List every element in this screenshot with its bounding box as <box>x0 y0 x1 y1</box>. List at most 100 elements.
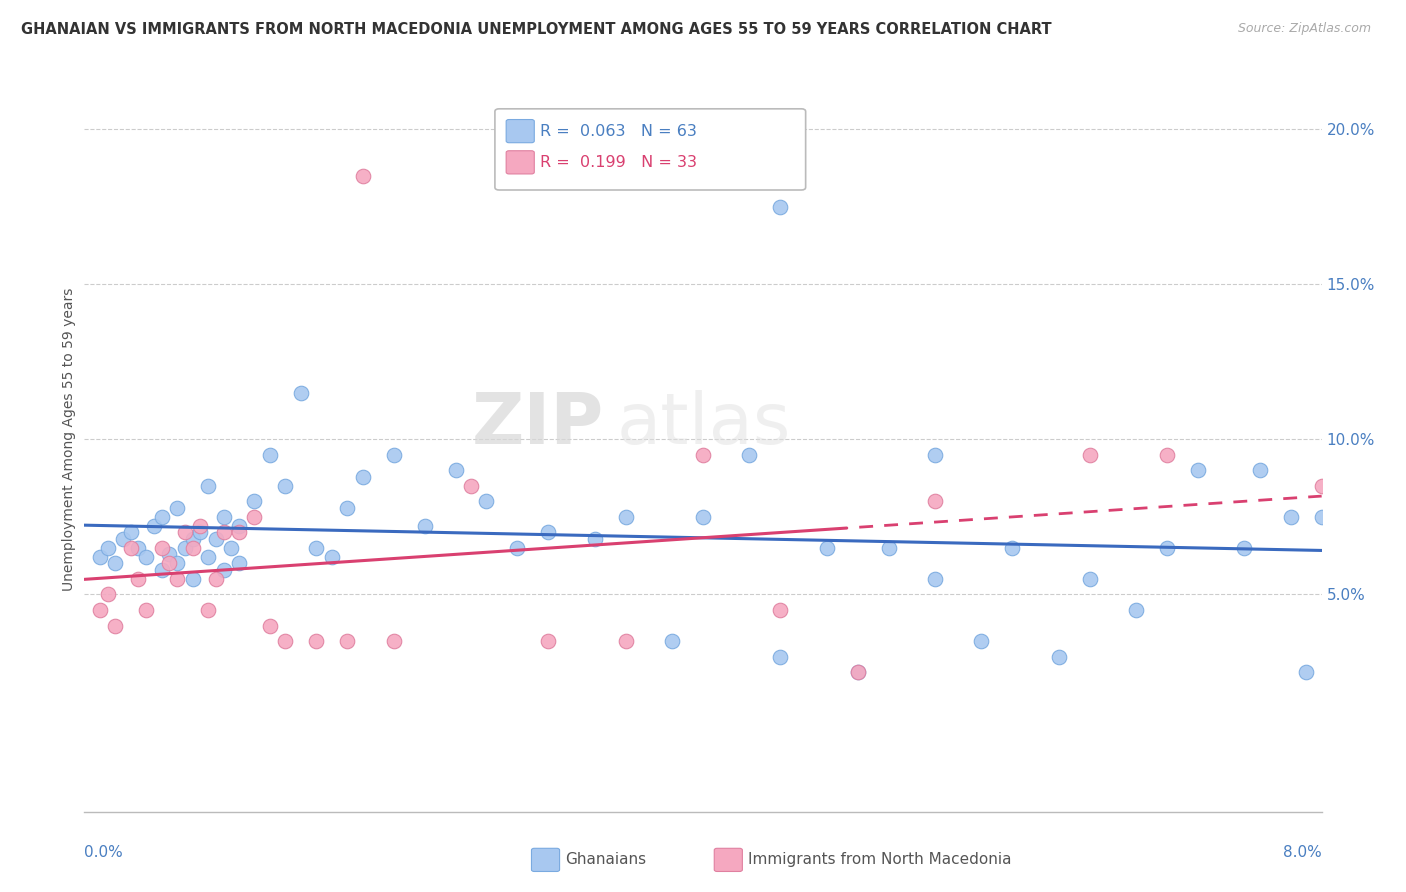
Point <box>104 618 127 632</box>
Point <box>382 634 405 648</box>
Text: 0.0%: 0.0% <box>84 846 124 860</box>
Point <box>228 557 250 571</box>
Point <box>104 557 127 571</box>
Point <box>197 550 219 565</box>
Point <box>924 448 946 462</box>
Point <box>166 557 188 571</box>
Point <box>321 550 343 565</box>
Point <box>413 519 436 533</box>
Point <box>1001 541 1024 555</box>
Point <box>89 550 111 565</box>
Point <box>112 532 135 546</box>
Point <box>460 479 482 493</box>
Point <box>274 634 297 648</box>
Point <box>188 525 212 540</box>
Point <box>1047 649 1070 664</box>
Point <box>1156 448 1178 462</box>
Point <box>1279 509 1302 524</box>
Point <box>537 525 560 540</box>
Point <box>1249 463 1271 477</box>
Text: Ghanaians: Ghanaians <box>565 853 647 867</box>
Point <box>815 541 838 555</box>
Point <box>305 541 328 555</box>
Point <box>1187 463 1209 477</box>
Point <box>259 448 281 462</box>
Point <box>305 634 328 648</box>
Point <box>769 200 792 214</box>
Point <box>877 541 900 555</box>
Point <box>96 541 118 555</box>
Point <box>970 634 993 648</box>
Text: Immigrants from North Macedonia: Immigrants from North Macedonia <box>748 853 1011 867</box>
Point <box>159 547 180 561</box>
Text: GHANAIAN VS IMMIGRANTS FROM NORTH MACEDONIA UNEMPLOYMENT AMONG AGES 55 TO 59 YEA: GHANAIAN VS IMMIGRANTS FROM NORTH MACEDO… <box>21 22 1052 37</box>
Point <box>1125 603 1147 617</box>
Point <box>150 541 173 555</box>
Point <box>661 634 683 648</box>
Point <box>89 603 111 617</box>
Point <box>212 563 235 577</box>
Text: R =  0.199   N = 33: R = 0.199 N = 33 <box>540 155 697 169</box>
Point <box>205 572 228 586</box>
Point <box>228 525 250 540</box>
Point <box>1156 541 1178 555</box>
Point <box>846 665 869 679</box>
Point <box>583 532 606 546</box>
Text: 8.0%: 8.0% <box>1282 846 1322 860</box>
Point <box>135 603 157 617</box>
Point <box>506 541 529 555</box>
Point <box>205 532 228 546</box>
Text: ZIP: ZIP <box>472 390 605 458</box>
Text: Source: ZipAtlas.com: Source: ZipAtlas.com <box>1237 22 1371 36</box>
Point <box>212 509 235 524</box>
Point <box>197 603 219 617</box>
Point <box>166 500 188 515</box>
Point <box>614 509 637 524</box>
Point <box>243 494 266 508</box>
Point <box>197 479 219 493</box>
Point <box>692 509 714 524</box>
Point <box>159 557 180 571</box>
Point <box>738 448 761 462</box>
Point <box>135 550 157 565</box>
Point <box>1310 479 1333 493</box>
Point <box>537 634 560 648</box>
Point <box>143 519 166 533</box>
Y-axis label: Unemployment Among Ages 55 to 59 years: Unemployment Among Ages 55 to 59 years <box>62 287 76 591</box>
Text: R =  0.063   N = 63: R = 0.063 N = 63 <box>540 124 697 138</box>
Point <box>475 494 498 508</box>
Point <box>243 509 266 524</box>
Point <box>352 169 374 183</box>
Point <box>166 572 188 586</box>
Point <box>188 519 212 533</box>
Point <box>444 463 467 477</box>
Point <box>1078 448 1101 462</box>
Point <box>181 572 204 586</box>
Point <box>769 649 792 664</box>
Point <box>692 448 714 462</box>
Point <box>181 541 204 555</box>
Point <box>120 541 142 555</box>
Point <box>96 587 118 601</box>
Point <box>924 572 946 586</box>
Point <box>336 634 359 648</box>
Point <box>120 525 142 540</box>
Point <box>127 541 149 555</box>
Point <box>219 541 242 555</box>
Point <box>181 532 204 546</box>
Point <box>1233 541 1256 555</box>
Point <box>614 634 637 648</box>
Point <box>1078 572 1101 586</box>
Point <box>212 525 235 540</box>
Point <box>174 541 197 555</box>
Point <box>150 563 173 577</box>
Point <box>1310 509 1333 524</box>
Point <box>769 603 792 617</box>
Point <box>924 494 946 508</box>
Point <box>150 509 173 524</box>
Point <box>228 519 250 533</box>
Point <box>274 479 297 493</box>
Text: atlas: atlas <box>616 390 790 458</box>
Point <box>336 500 359 515</box>
Point <box>846 665 869 679</box>
